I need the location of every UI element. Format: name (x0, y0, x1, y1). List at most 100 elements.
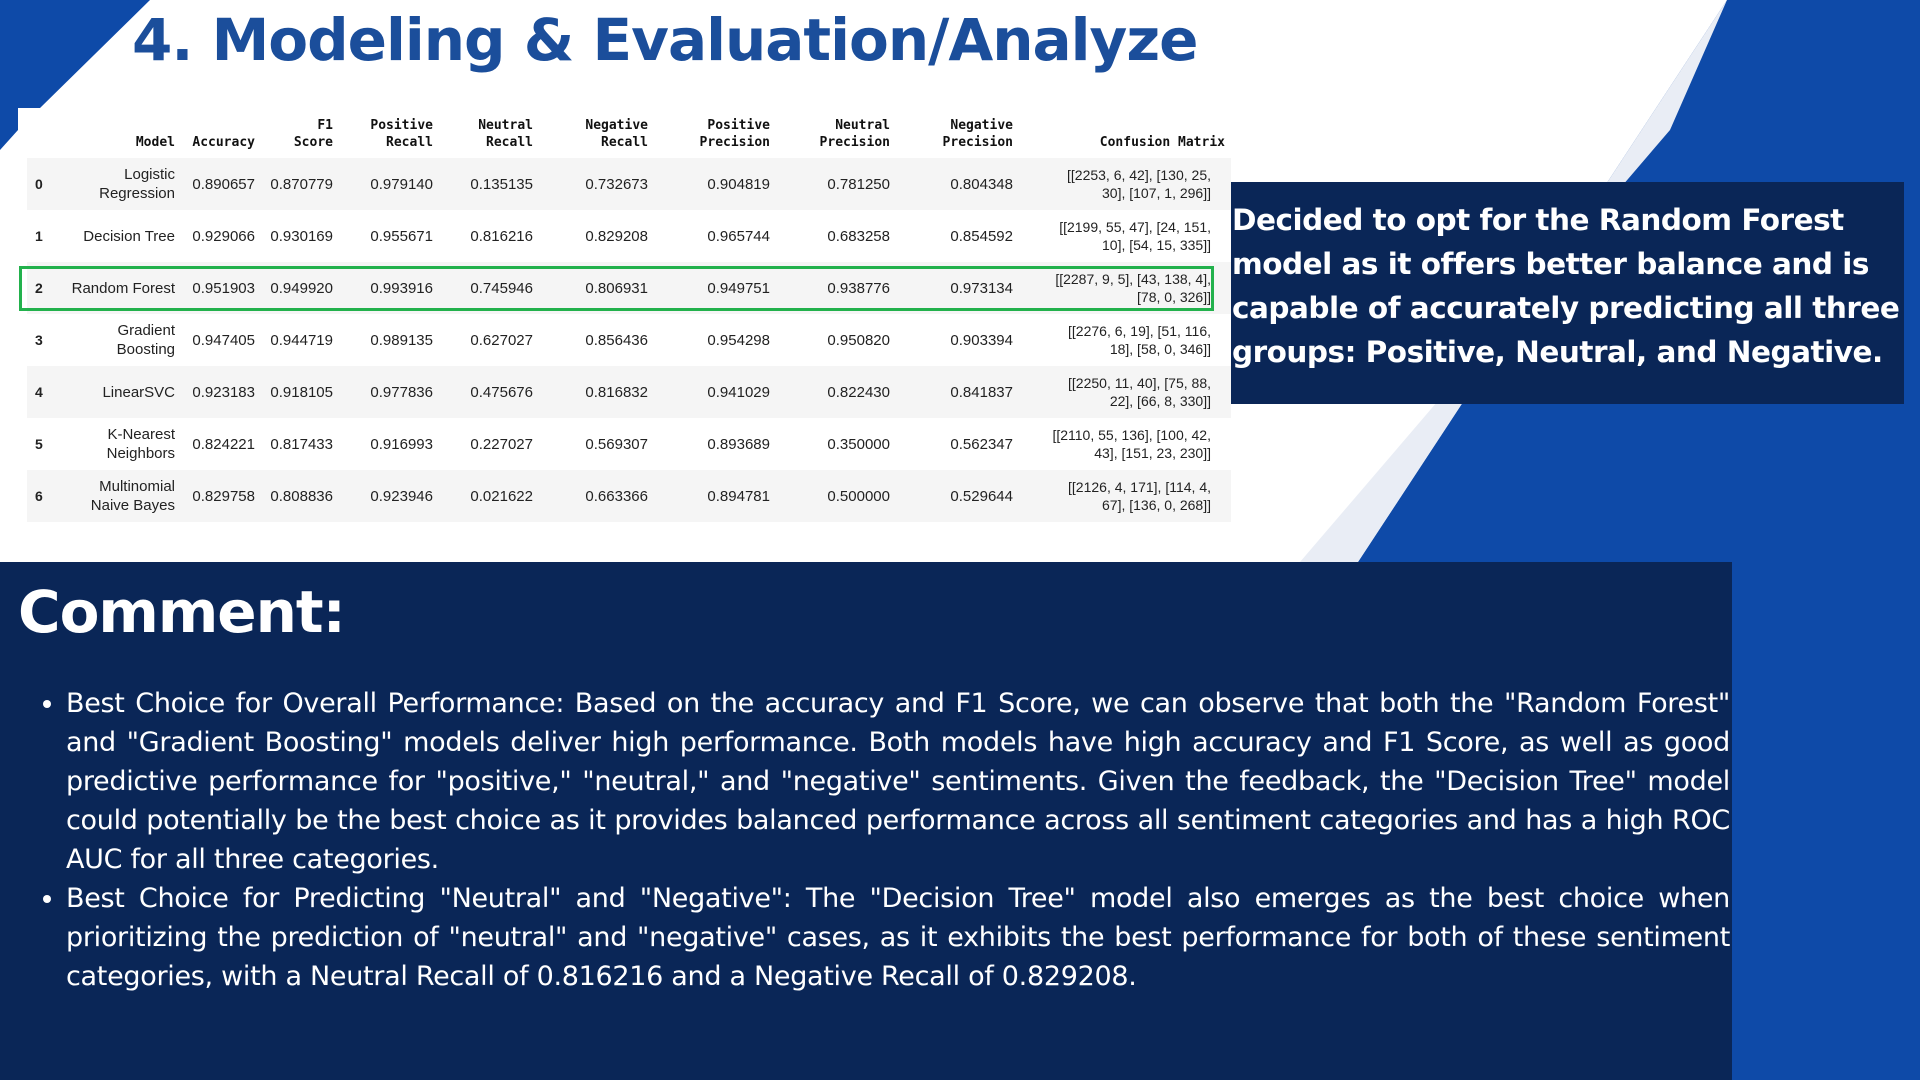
header-model: Model (135, 135, 175, 151)
negative-precision-value: 0.529644 (896, 470, 1019, 522)
neutral-precision-value: 0.350000 (776, 418, 896, 470)
positive-recall-value: 0.977836 (339, 366, 439, 418)
model-name: Logistic Regression (57, 158, 181, 210)
header-negative-recall: Negative Recall (585, 118, 648, 151)
f1-value: 0.808836 (261, 470, 339, 522)
negative-precision-value: 0.903394 (896, 314, 1019, 366)
positive-precision-value: 0.893689 (654, 418, 776, 470)
f1-value: 0.930169 (261, 210, 339, 262)
row-index: 0 (27, 158, 57, 210)
neutral-recall-value: 0.745946 (439, 262, 539, 314)
table-header-row: Model Accuracy F1 Score Positive Recall Ne… (27, 106, 1231, 158)
accuracy-value: 0.890657 (181, 158, 261, 210)
negative-precision-value: 0.973134 (896, 262, 1019, 314)
neutral-precision-value: 0.683258 (776, 210, 896, 262)
neutral-precision-value: 0.781250 (776, 158, 896, 210)
table-row: 6 Multinomial Naive Bayes 0.829758 0.8088… (27, 470, 1231, 522)
neutral-recall-value: 0.816216 (439, 210, 539, 262)
header-neutral-precision: Neutral Precision (819, 118, 890, 151)
table-row: 3 Gradient Boosting 0.947405 0.944719 0.9… (27, 314, 1231, 366)
neutral-precision-value: 0.950820 (776, 314, 896, 366)
accuracy-value: 0.947405 (181, 314, 261, 366)
negative-recall-value: 0.816832 (539, 366, 654, 418)
row-index: 4 (27, 366, 57, 418)
negative-recall-value: 0.663366 (539, 470, 654, 522)
row-index: 2 (27, 262, 57, 314)
negative-recall-value: 0.856436 (539, 314, 654, 366)
confusion-matrix-value: [[2287, 9, 5], [43, 138, 4], [78, 0, 326]… (1019, 262, 1231, 314)
accuracy-value: 0.929066 (181, 210, 261, 262)
header-neutral-recall: Neutral Recall (478, 118, 533, 151)
table-row: 1 Decision Tree 0.929066 0.930169 0.9556… (27, 210, 1231, 262)
positive-recall-value: 0.923946 (339, 470, 439, 522)
f1-value: 0.949920 (261, 262, 339, 314)
negative-recall-value: 0.732673 (539, 158, 654, 210)
negative-precision-value: 0.841837 (896, 366, 1019, 418)
comment-bullet-overall-performance: Best Choice for Overall Performance: Bas… (66, 684, 1730, 879)
row-index: 5 (27, 418, 57, 470)
confusion-matrix-value: [[2199, 55, 47], [24, 151, 10], [54, 15, … (1019, 210, 1231, 262)
table-row-highlighted: 2 Random Forest 0.951903 0.949920 0.9939… (27, 262, 1231, 314)
model-name: Gradient Boosting (57, 314, 181, 366)
model-name: K-Nearest Neighbors (57, 418, 181, 470)
neutral-recall-value: 0.135135 (439, 158, 539, 210)
positive-recall-value: 0.916993 (339, 418, 439, 470)
f1-value: 0.918105 (261, 366, 339, 418)
model-comparison-table: Model Accuracy F1 Score Positive Recall Ne… (27, 106, 1231, 522)
header-index (27, 106, 57, 158)
row-index: 6 (27, 470, 57, 522)
accuracy-value: 0.824221 (181, 418, 261, 470)
neutral-precision-value: 0.500000 (776, 470, 896, 522)
page-title: 4. Modeling & Evaluation/Analyze (132, 6, 1198, 74)
f1-value: 0.870779 (261, 158, 339, 210)
header-confusion-matrix: Confusion Matrix (1099, 135, 1225, 151)
f1-value: 0.944719 (261, 314, 339, 366)
accuracy-value: 0.951903 (181, 262, 261, 314)
negative-recall-value: 0.806931 (539, 262, 654, 314)
accuracy-value: 0.829758 (181, 470, 261, 522)
neutral-recall-value: 0.021622 (439, 470, 539, 522)
negative-precision-value: 0.804348 (896, 158, 1019, 210)
model-name: Random Forest (57, 262, 181, 314)
side-note-text: Decided to opt for the Random Forest mod… (1232, 203, 1900, 369)
comment-panel (0, 562, 1732, 1080)
header-positive-recall: Positive Recall (370, 118, 433, 151)
positive-recall-value: 0.993916 (339, 262, 439, 314)
negative-precision-value: 0.562347 (896, 418, 1019, 470)
positive-precision-value: 0.941029 (654, 366, 776, 418)
header-f1-score: F1 Score (293, 118, 333, 151)
table-row: 0 Logistic Regression 0.890657 0.870779 0… (27, 158, 1231, 210)
results-table: Model Accuracy F1 Score Positive Recall Ne… (27, 106, 1231, 522)
accuracy-value: 0.923183 (181, 366, 261, 418)
comment-bullet-neutral-negative: Best Choice for Predicting "Neutral" and… (66, 879, 1730, 996)
positive-recall-value: 0.955671 (339, 210, 439, 262)
neutral-recall-value: 0.627027 (439, 314, 539, 366)
neutral-recall-value: 0.475676 (439, 366, 539, 418)
comment-title: Comment: (18, 578, 346, 646)
model-name: Decision Tree (57, 210, 181, 262)
positive-precision-value: 0.954298 (654, 314, 776, 366)
positive-precision-value: 0.949751 (654, 262, 776, 314)
side-note-panel (1231, 182, 1904, 404)
neutral-recall-value: 0.227027 (439, 418, 539, 470)
model-name: Multinomial Naive Bayes (57, 470, 181, 522)
header-negative-precision: Negative Precision (942, 118, 1013, 151)
neutral-precision-value: 0.938776 (776, 262, 896, 314)
positive-recall-value: 0.989135 (339, 314, 439, 366)
confusion-matrix-value: [[2250, 11, 40], [75, 88, 22], [66, 8, 33… (1019, 366, 1231, 418)
positive-precision-value: 0.904819 (654, 158, 776, 210)
negative-recall-value: 0.569307 (539, 418, 654, 470)
positive-precision-value: 0.894781 (654, 470, 776, 522)
confusion-matrix-value: [[2126, 4, 171], [114, 4, 67], [136, 0, 2… (1019, 470, 1231, 522)
confusion-matrix-value: [[2276, 6, 19], [51, 116, 18], [58, 0, 34… (1019, 314, 1231, 366)
confusion-matrix-value: [[2253, 6, 42], [130, 25, 30], [107, 1, 2… (1019, 158, 1231, 210)
top-left-blue-corner (0, 0, 150, 150)
positive-precision-value: 0.965744 (654, 210, 776, 262)
row-index: 1 (27, 210, 57, 262)
comment-bullet-list: Best Choice for Overall Performance: Bas… (40, 684, 1730, 996)
model-name: LinearSVC (57, 366, 181, 418)
f1-value: 0.817433 (261, 418, 339, 470)
negative-recall-value: 0.829208 (539, 210, 654, 262)
header-accuracy: Accuracy (192, 135, 255, 151)
row-index: 3 (27, 314, 57, 366)
